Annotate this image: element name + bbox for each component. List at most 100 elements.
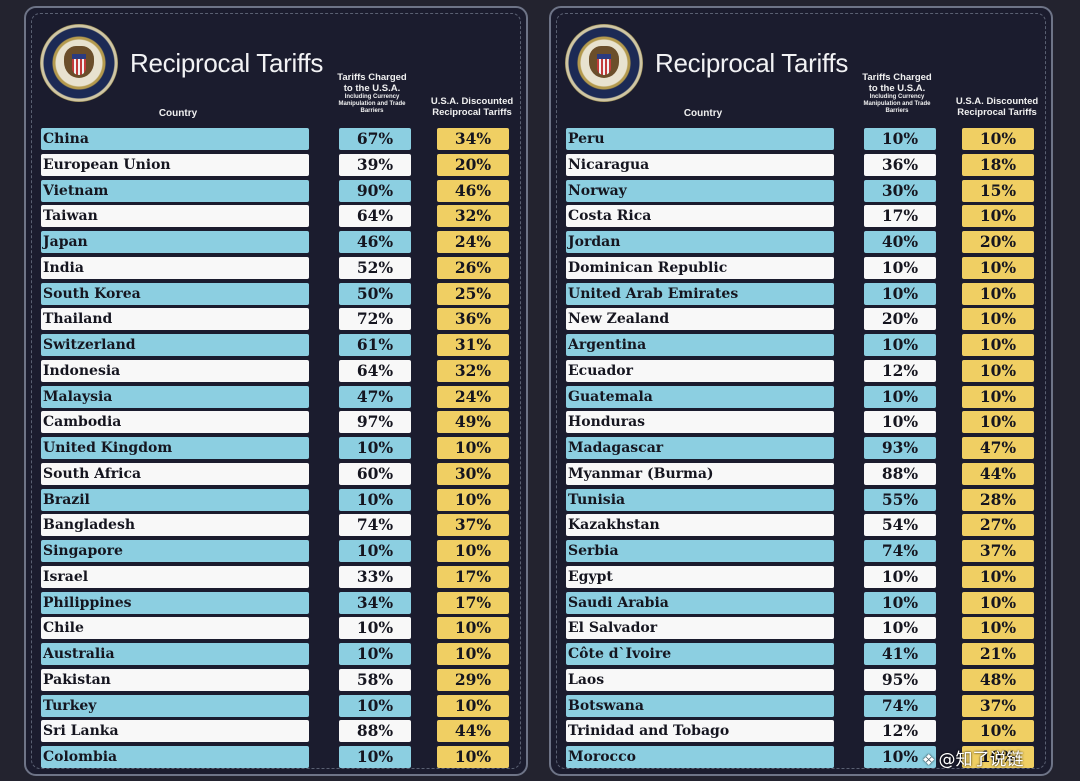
table-row: Costa Rica 17% 10% [566, 205, 1036, 228]
discounted-tariff-cell: 10% [962, 256, 1034, 279]
charged-tariff-cell: 10% [339, 488, 411, 511]
country-cell: India [41, 256, 309, 279]
watermark: ❖ @知了说链 [922, 745, 1023, 770]
country-cell: Argentina [566, 334, 834, 356]
discounted-tariff-cell: 24% [437, 385, 509, 408]
discounted-tariff-cell: 17% [437, 565, 509, 588]
discounted-tariff-cell: 21% [962, 643, 1034, 665]
country-cell: United Arab Emirates [566, 282, 834, 305]
country-cell: Indonesia [41, 359, 309, 382]
country-cell: Pakistan [41, 668, 309, 691]
discounted-tariff-cell: 28% [962, 488, 1034, 511]
country-cell: Japan [41, 231, 309, 253]
table-row: Japan 46% 24% [41, 231, 511, 253]
watermark-logo-icon: ❖ [922, 751, 936, 769]
watermark-text: @知了说链 [938, 750, 1024, 770]
discounted-tariff-cell: 10% [962, 128, 1034, 150]
charged-tariff-cell: 10% [864, 282, 936, 305]
country-cell: Costa Rica [566, 205, 834, 228]
tariff-panel-right: Reciprocal Tariffs Tariffs Charged to th… [549, 6, 1053, 776]
charged-tariff-cell: 74% [339, 514, 411, 537]
charged-tariff-cell: 10% [864, 617, 936, 640]
discounted-tariff-cell: 10% [962, 385, 1034, 408]
discounted-tariff-cell: 47% [962, 437, 1034, 459]
header-country: Country [158, 108, 198, 119]
table-row: Philippines 34% 17% [41, 591, 511, 614]
table-row: Trinidad and Tobago 12% 10% [566, 720, 1036, 743]
country-cell: United Kingdom [41, 437, 309, 459]
table-row: Taiwan 64% 32% [41, 205, 511, 228]
discounted-tariff-cell: 49% [437, 411, 509, 434]
table-row: Myanmar (Burma) 88% 44% [566, 462, 1036, 485]
charged-tariff-cell: 74% [864, 540, 936, 562]
discounted-tariff-cell: 24% [437, 231, 509, 253]
discounted-tariff-cell: 10% [962, 617, 1034, 640]
table-row: Norway 30% 15% [566, 179, 1036, 202]
country-cell: Brazil [41, 488, 309, 511]
country-cell: Botswana [566, 694, 834, 717]
country-cell: Norway [566, 179, 834, 202]
country-cell: Vietnam [41, 179, 309, 202]
header-discounted: U.S.A. Discounted Reciprocal Tariffs [430, 96, 514, 118]
table-row: Argentina 10% 10% [566, 334, 1036, 356]
table-row: Sri Lanka 88% 44% [41, 720, 511, 743]
discounted-tariff-cell: 32% [437, 359, 509, 382]
charged-tariff-cell: 72% [339, 308, 411, 331]
charged-tariff-cell: 10% [864, 334, 936, 356]
presidential-seal-icon [40, 24, 118, 102]
country-cell: Taiwan [41, 205, 309, 228]
country-cell: Tunisia [566, 488, 834, 511]
discounted-tariff-cell: 31% [437, 334, 509, 356]
discounted-tariff-cell: 10% [437, 746, 509, 768]
discounted-tariff-cell: 10% [962, 411, 1034, 434]
discounted-tariff-cell: 20% [437, 153, 509, 176]
header-charged: Tariffs Charged to the U.S.A. Including … [332, 72, 412, 115]
discounted-tariff-cell: 18% [962, 153, 1034, 176]
charged-tariff-cell: 52% [339, 256, 411, 279]
country-cell: Chile [41, 617, 309, 640]
charged-tariff-cell: 54% [864, 514, 936, 537]
charged-tariff-cell: 10% [864, 746, 936, 768]
header-charged-main: Tariffs Charged to the U.S.A. [862, 72, 932, 94]
table-row: South Korea 50% 25% [41, 282, 511, 305]
table-row: Pakistan 58% 29% [41, 668, 511, 691]
header-country: Country [683, 108, 723, 119]
discounted-tariff-cell: 10% [962, 205, 1034, 228]
header-charged-sub: Including Currency Manipulation and Trad… [338, 94, 406, 114]
country-cell: Kazakhstan [566, 514, 834, 537]
discounted-tariff-cell: 10% [962, 720, 1034, 743]
country-cell: Madagascar [566, 437, 834, 459]
table-row: Jordan 40% 20% [566, 231, 1036, 253]
table-row: Bangladesh 74% 37% [41, 514, 511, 537]
charged-tariff-cell: 10% [339, 746, 411, 768]
table-row: Chile 10% 10% [41, 617, 511, 640]
charged-tariff-cell: 10% [339, 617, 411, 640]
country-cell: Nicaragua [566, 153, 834, 176]
charged-tariff-cell: 88% [864, 462, 936, 485]
table-row: Turkey 10% 10% [41, 694, 511, 717]
charged-tariff-cell: 10% [864, 411, 936, 434]
charged-tariff-cell: 61% [339, 334, 411, 356]
country-cell: Malaysia [41, 385, 309, 408]
country-cell: Singapore [41, 540, 309, 562]
table-row: Israel 33% 17% [41, 565, 511, 588]
charged-tariff-cell: 10% [339, 437, 411, 459]
charged-tariff-cell: 20% [864, 308, 936, 331]
charged-tariff-cell: 40% [864, 231, 936, 253]
discounted-tariff-cell: 10% [437, 488, 509, 511]
charged-tariff-cell: 74% [864, 694, 936, 717]
table-row: Honduras 10% 10% [566, 411, 1036, 434]
discounted-tariff-cell: 27% [962, 514, 1034, 537]
table-row: China 67% 34% [41, 128, 511, 150]
charged-tariff-cell: 90% [339, 179, 411, 202]
charged-tariff-cell: 64% [339, 205, 411, 228]
discounted-tariff-cell: 32% [437, 205, 509, 228]
header-discounted: U.S.A. Discounted Reciprocal Tariffs [955, 96, 1039, 118]
table-row: Singapore 10% 10% [41, 540, 511, 562]
charged-tariff-cell: 34% [339, 591, 411, 614]
table-row: Vietnam 90% 46% [41, 179, 511, 202]
country-cell: Trinidad and Tobago [566, 720, 834, 743]
charged-tariff-cell: 30% [864, 179, 936, 202]
charged-tariff-cell: 93% [864, 437, 936, 459]
country-cell: Colombia [41, 746, 309, 768]
